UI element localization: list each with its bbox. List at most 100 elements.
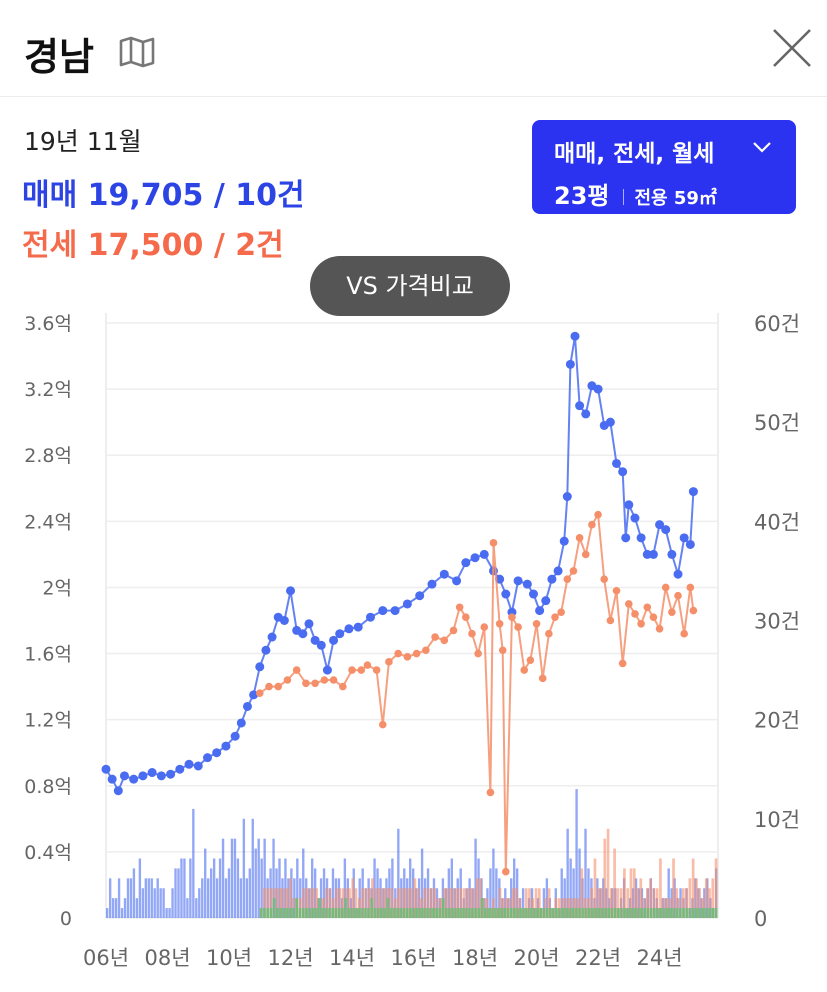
volume-bar xyxy=(335,888,338,918)
volume-bar xyxy=(555,908,559,918)
data-point xyxy=(594,510,602,519)
data-point xyxy=(575,401,585,411)
volume-bar xyxy=(462,888,466,918)
volume-bar xyxy=(426,888,430,918)
volume-bar xyxy=(397,888,400,918)
volume-bar xyxy=(361,888,364,918)
data-point xyxy=(655,520,665,530)
volume-bar xyxy=(634,878,638,918)
volume-bar xyxy=(282,908,286,918)
data-point xyxy=(193,761,203,771)
data-point xyxy=(236,718,246,728)
volume-bar xyxy=(377,888,381,918)
data-point xyxy=(310,635,320,645)
volume-bar xyxy=(623,868,626,918)
data-point xyxy=(680,629,688,638)
volume-bar xyxy=(207,878,210,918)
y-right-tick-label: 10건 xyxy=(754,808,800,832)
data-point xyxy=(606,616,615,625)
volume-bar xyxy=(141,888,145,918)
volume-bar xyxy=(416,888,420,918)
volume-bar xyxy=(584,828,587,918)
volume-bar xyxy=(563,878,566,918)
volume-bar xyxy=(593,858,597,918)
volume-bar xyxy=(704,878,708,918)
volume-bar xyxy=(422,908,425,918)
data-point xyxy=(363,661,372,669)
volume-bar xyxy=(513,908,516,918)
volume-bar xyxy=(669,908,672,918)
volume-bar xyxy=(308,888,312,918)
volume-bar xyxy=(587,868,590,918)
volume-bar xyxy=(630,908,633,918)
data-point xyxy=(679,533,689,543)
volume-bar xyxy=(390,888,394,918)
data-point xyxy=(559,536,569,546)
data-point xyxy=(588,520,596,529)
volume-bar xyxy=(688,878,692,918)
volume-bar xyxy=(236,858,240,918)
volume-bar xyxy=(204,848,207,918)
volume-bar xyxy=(451,908,455,918)
data-point xyxy=(655,624,664,633)
volume-bar xyxy=(284,858,287,918)
data-point xyxy=(553,566,563,576)
data-point xyxy=(688,487,698,497)
volume-bar xyxy=(477,858,480,918)
volume-bar xyxy=(162,888,165,918)
data-point xyxy=(184,759,194,769)
volume-bar xyxy=(542,888,546,918)
volume-bar xyxy=(305,908,308,918)
volume-bar xyxy=(358,878,361,918)
data-point xyxy=(302,679,310,688)
trade-type-filter-button[interactable]: 매매, 전세, 월세 23평 전용 59㎡ xyxy=(532,120,796,214)
volume-bar xyxy=(400,888,404,918)
volume-bar xyxy=(542,908,546,918)
map-icon[interactable] xyxy=(118,36,156,68)
volume-bar xyxy=(282,888,286,918)
volume-bar xyxy=(285,888,289,918)
data-point xyxy=(495,620,504,628)
volume-bar xyxy=(409,858,412,918)
data-point xyxy=(498,646,507,655)
y-left-tick-label: 0.8억 xyxy=(24,776,72,798)
volume-bar xyxy=(344,898,347,918)
x-tick-label: 22년 xyxy=(575,946,621,970)
data-point xyxy=(538,674,547,683)
volume-bar xyxy=(600,888,603,918)
price-compare-button[interactable]: VS 가격비교 xyxy=(310,256,510,316)
data-point xyxy=(279,616,289,625)
data-point xyxy=(479,549,489,559)
volume-bar xyxy=(272,838,275,918)
data-point xyxy=(513,576,523,586)
data-point xyxy=(422,646,430,655)
data-point xyxy=(486,788,495,797)
x-tick-label: 10년 xyxy=(206,946,252,970)
volume-bar xyxy=(374,888,377,918)
volume-bar xyxy=(347,908,351,918)
data-point xyxy=(625,600,633,608)
volume-bar xyxy=(266,888,269,918)
data-point xyxy=(378,720,387,729)
volume-bar xyxy=(150,878,153,918)
volume-bar xyxy=(159,888,162,918)
volume-bar xyxy=(602,878,605,918)
data-point xyxy=(605,417,615,427)
volume-bar xyxy=(354,888,358,918)
volume-bar xyxy=(198,888,201,918)
data-point xyxy=(551,613,559,621)
volume-bar xyxy=(144,878,147,918)
data-point xyxy=(304,619,314,629)
data-point xyxy=(156,771,166,781)
close-icon[interactable] xyxy=(770,26,814,70)
volume-bar xyxy=(537,888,541,918)
volume-bar xyxy=(601,908,604,918)
volume-bar xyxy=(367,908,370,918)
data-point xyxy=(415,591,425,601)
volume-bar xyxy=(114,898,118,918)
data-point xyxy=(667,549,677,559)
volume-bar xyxy=(445,908,448,918)
chevron-down-icon xyxy=(753,142,771,153)
chart-axes: 0 0.4억 0.8억 1.2억 1.6억 2억 2.4억 2.8억 3.2억 3.6억 0 10건 2… xyxy=(24,312,800,970)
volume-bar xyxy=(700,898,703,918)
